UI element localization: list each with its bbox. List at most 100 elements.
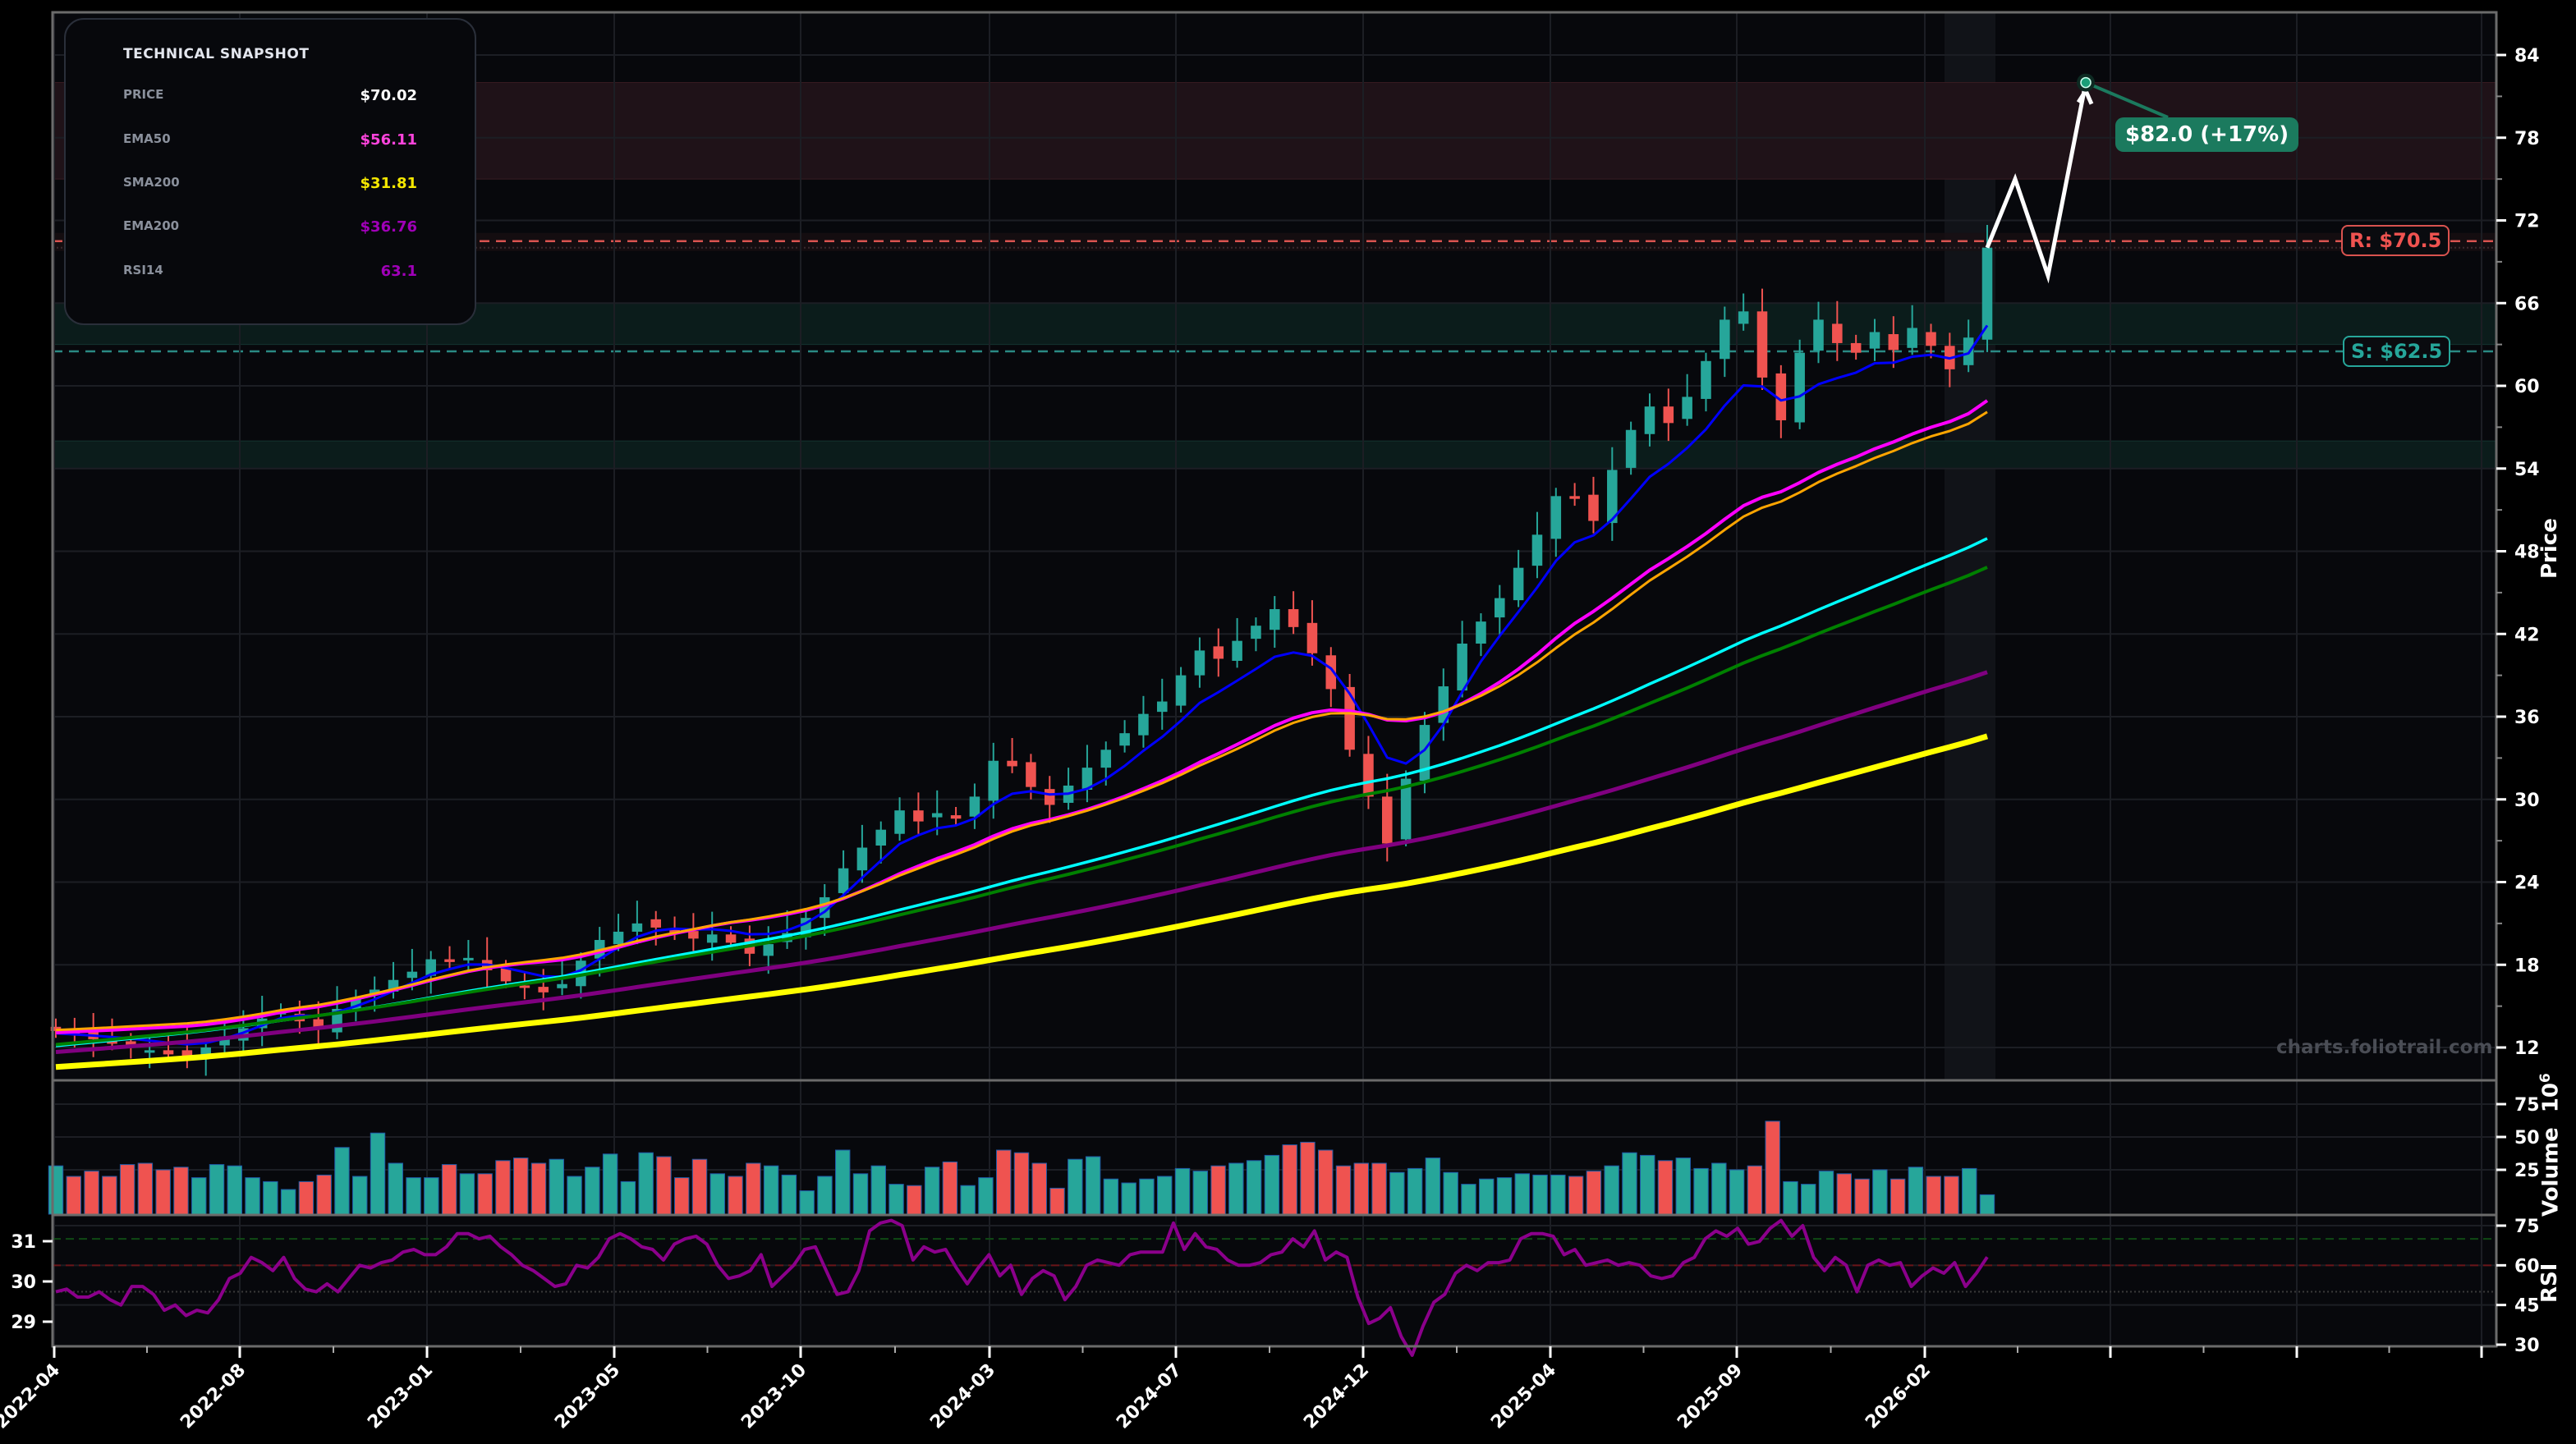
volume-bar [1318, 1149, 1334, 1215]
volume-bar [638, 1152, 654, 1215]
candle [1756, 288, 1768, 391]
candle [894, 797, 905, 841]
candle [1400, 770, 1412, 846]
volume-bar [1139, 1178, 1155, 1215]
candle [1232, 617, 1242, 668]
volume-bar [280, 1189, 296, 1215]
volume-bar [1890, 1178, 1906, 1215]
svg-text:30: 30 [2514, 1336, 2540, 1356]
candle [1476, 613, 1486, 657]
candle [1194, 637, 1205, 688]
candle [1794, 339, 1805, 429]
svg-text:31: 31 [11, 1232, 36, 1253]
x-tick-label: 2024-03 [926, 1360, 999, 1433]
candle [107, 1018, 117, 1051]
candle [1325, 647, 1337, 708]
volume-bar [1586, 1171, 1602, 1215]
volume-bar [1264, 1154, 1280, 1215]
forecast-path [1985, 73, 2169, 284]
volume-bar [1157, 1176, 1173, 1215]
volume-bar [1979, 1194, 1995, 1215]
volume-bar [1729, 1169, 1745, 1215]
volume-bar [209, 1164, 225, 1215]
candle [313, 1001, 324, 1047]
candle [1495, 584, 1505, 635]
volume-bar [495, 1160, 511, 1215]
volume-bar [298, 1180, 315, 1215]
candle [181, 1027, 193, 1069]
snapshot-label: RSI14 [123, 263, 163, 277]
candle [1213, 628, 1224, 677]
snapshot-value: 63.1 [380, 263, 417, 280]
volume-bar [1121, 1182, 1136, 1215]
svg-text:60: 60 [2514, 377, 2540, 397]
volume-bar [1640, 1154, 1655, 1215]
volume-bar [620, 1180, 636, 1215]
volume-bar [406, 1177, 421, 1215]
volume-bar [1479, 1178, 1495, 1215]
candle [950, 806, 962, 826]
candle [875, 821, 887, 864]
volume-bar [1872, 1169, 1888, 1215]
volume-bar [1246, 1160, 1262, 1215]
volume-bar [155, 1169, 171, 1215]
volume-bar [424, 1177, 439, 1215]
candle [1644, 393, 1655, 447]
volume-bar [852, 1173, 869, 1215]
candle [1569, 483, 1580, 507]
volume-bar [1675, 1157, 1691, 1215]
volume-bar [728, 1176, 743, 1215]
candle [1513, 549, 1524, 607]
volume-bar [1622, 1152, 1637, 1215]
candle [1607, 447, 1618, 541]
resistance-badge: R: $70.5 [2341, 225, 2450, 256]
candle [1720, 306, 1730, 378]
x-tick-label: 2022-04 [0, 1360, 64, 1433]
volume-bar [1425, 1157, 1441, 1215]
volume-bar [1854, 1178, 1870, 1215]
volume-bar [1461, 1184, 1476, 1215]
x-tick-label: 2023-01 [364, 1360, 437, 1433]
svg-text:45: 45 [2514, 1296, 2540, 1317]
volume-bar [1407, 1167, 1423, 1215]
volume-bar [1103, 1178, 1119, 1215]
volume-bar [1711, 1162, 1727, 1215]
snapshot-row-ema200: EMA200 $36.76 [123, 218, 417, 238]
volume-bar [441, 1164, 457, 1215]
svg-text:75: 75 [2514, 1217, 2540, 1237]
candle [1007, 738, 1017, 773]
volume-bar [388, 1162, 403, 1215]
volume-bar [1550, 1174, 1566, 1215]
volume-bar [978, 1177, 994, 1215]
volume-bar [1783, 1180, 1798, 1215]
snapshot-label: EMA200 [123, 218, 180, 233]
volume-bar [513, 1157, 529, 1215]
volume-bar [370, 1132, 386, 1215]
volume-axis-exponent-power: 6 [2537, 1073, 2554, 1083]
volume-bars [48, 1121, 1995, 1215]
volume-bar [1300, 1141, 1316, 1215]
volume-bar [352, 1176, 368, 1215]
svg-text:30: 30 [2514, 791, 2540, 811]
volume-bar [1031, 1162, 1047, 1215]
volume-bar [549, 1158, 564, 1215]
svg-text:29: 29 [11, 1313, 36, 1333]
candle [1288, 591, 1299, 635]
x-tick-label: 2024-12 [1300, 1360, 1373, 1433]
svg-text:84: 84 [2514, 46, 2540, 66]
candle [1926, 323, 1936, 359]
volume-bar [996, 1149, 1012, 1215]
volume-bar [316, 1174, 332, 1215]
svg-text:50: 50 [2514, 1128, 2540, 1148]
candle [1682, 374, 1692, 426]
volume-bar [1657, 1160, 1674, 1215]
candle [838, 850, 849, 901]
svg-text:75: 75 [2514, 1095, 2540, 1116]
x-tick-label: 2023-10 [737, 1360, 810, 1433]
volume-bar [1174, 1167, 1191, 1215]
volume-bar [1192, 1171, 1208, 1215]
volume-bar [1801, 1184, 1816, 1215]
candle [688, 913, 699, 951]
volume-axis-title: Volume 106 [2537, 1073, 2564, 1217]
snapshot-row-rsi14: RSI14 63.1 [123, 263, 417, 282]
